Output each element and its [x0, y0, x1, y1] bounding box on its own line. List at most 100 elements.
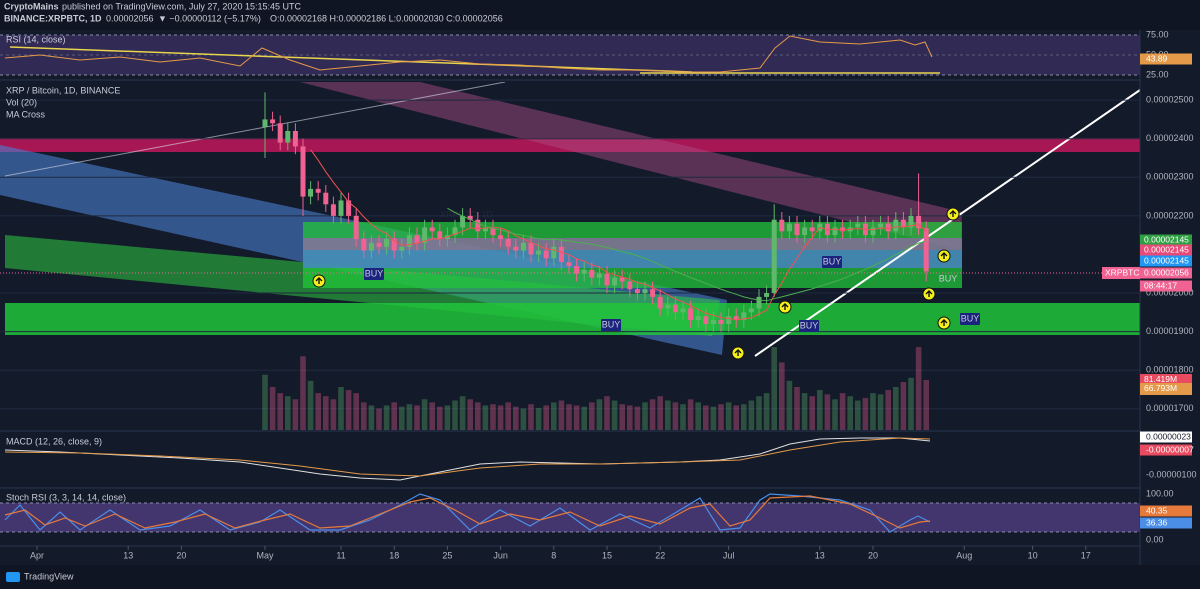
volume-bar	[497, 405, 504, 430]
candle-body	[878, 223, 884, 228]
buy-box	[960, 313, 980, 325]
candle-body	[657, 296, 663, 309]
volume-bar	[581, 406, 587, 430]
volume-bar	[657, 396, 663, 430]
candle-body	[771, 219, 777, 294]
candle-body	[399, 246, 405, 251]
volume-bar	[680, 404, 686, 430]
volume-bar	[604, 396, 610, 430]
candle-body	[376, 242, 382, 247]
candle-body	[361, 239, 367, 251]
volume-tag: 81.419M	[1144, 374, 1177, 384]
candle-body	[870, 227, 876, 236]
candle-body	[460, 215, 466, 228]
stoch-label: Stoch RSI (3, 3, 14, 14, close)	[6, 492, 126, 502]
glyph	[940, 319, 948, 326]
candle-body	[452, 227, 458, 236]
candle-body	[794, 223, 800, 236]
volume-bar	[832, 399, 838, 430]
volume-bar	[323, 396, 329, 430]
candle-body	[710, 320, 716, 324]
support-zone	[5, 303, 1140, 335]
glyph	[734, 349, 742, 356]
candle-body	[528, 242, 534, 255]
volume-bar	[885, 390, 891, 430]
rsi_axis-tag-bg	[1140, 53, 1192, 65]
volume-bar	[665, 400, 671, 430]
candle-body	[346, 200, 352, 216]
stoch_axis-label: 0.00	[1146, 534, 1164, 544]
stoch-d	[4, 495, 931, 529]
candle-body	[855, 223, 861, 228]
macd-line	[4, 437, 931, 481]
candle-body	[885, 223, 891, 232]
candle-body	[520, 242, 526, 251]
footer-bar	[0, 565, 1200, 589]
x-tick-label: 11	[336, 550, 345, 560]
candle-body	[604, 273, 610, 286]
trendline-faint	[4, 82, 506, 177]
candle-body	[292, 130, 298, 147]
candle-body	[908, 215, 914, 228]
volume-bar	[862, 398, 869, 430]
candle-body	[923, 228, 929, 272]
candle-body	[353, 215, 359, 240]
volume-bar	[429, 402, 435, 430]
glyph	[940, 252, 948, 259]
symbol-tag: XRPBTC	[1105, 267, 1139, 277]
buy-label: BUY	[939, 273, 958, 283]
stoch_axis-tag-bg	[1140, 517, 1192, 529]
candle-body	[900, 219, 906, 228]
x-tick-label: 15	[602, 550, 612, 560]
vol-label: Vol (20)	[6, 97, 37, 107]
glyph	[315, 277, 323, 284]
ma-label: MA Cross	[6, 109, 46, 119]
volume-bar	[771, 347, 777, 430]
price-tag: 0.00002056	[1144, 267, 1189, 277]
volume-bar	[619, 404, 625, 430]
candle-body	[574, 266, 580, 274]
buy-box	[799, 320, 819, 332]
candle-body	[270, 119, 276, 124]
volume-bar	[482, 405, 489, 430]
volume-bar	[870, 393, 876, 430]
price-tag: 0.00002145	[1144, 234, 1189, 244]
candle-body	[596, 273, 602, 278]
volume-bar	[725, 402, 732, 430]
volume-bar	[368, 405, 375, 430]
candle-body	[642, 289, 648, 294]
x-tick-label: 22	[655, 550, 665, 560]
volume-bar	[391, 402, 397, 430]
buy-box	[364, 268, 384, 280]
candle-body	[733, 316, 739, 321]
stoch-k	[4, 493, 931, 533]
watermark: XRPBTC, 1D	[440, 209, 494, 219]
x-tick-label: 20	[176, 550, 186, 560]
volume-bar	[809, 396, 815, 430]
candle-body	[748, 308, 754, 313]
volume-bar	[475, 402, 481, 430]
candle-body	[482, 227, 488, 232]
volume-bar	[877, 394, 884, 430]
arrows	[312, 207, 960, 360]
volume-bar	[543, 405, 549, 430]
buy-label: BUY	[602, 319, 621, 329]
candle-body	[581, 269, 587, 274]
y-tick-label: 0.00001700	[1146, 403, 1194, 413]
volume-bar	[558, 400, 565, 430]
candle-body	[414, 235, 420, 243]
rsi-trendline	[9, 46, 693, 73]
macd_axis-label: -0.00000007	[1146, 444, 1194, 454]
volume-bar	[642, 402, 648, 430]
main-label: XRP / Bitcoin, 1D, BINANCE	[6, 85, 120, 95]
y-tick-label: 0.00002200	[1146, 210, 1194, 220]
volume-bar	[839, 393, 846, 430]
x-tick-label: Jul	[723, 550, 735, 560]
candle-body	[832, 227, 838, 236]
volume-bar	[505, 402, 511, 430]
published: published on TradingView.com, July 27, 2…	[62, 1, 301, 11]
macd_axis-label: 0.00000023	[1146, 431, 1191, 441]
candle-body	[315, 188, 321, 193]
volume-bar	[748, 400, 755, 430]
buy-box	[822, 256, 842, 268]
